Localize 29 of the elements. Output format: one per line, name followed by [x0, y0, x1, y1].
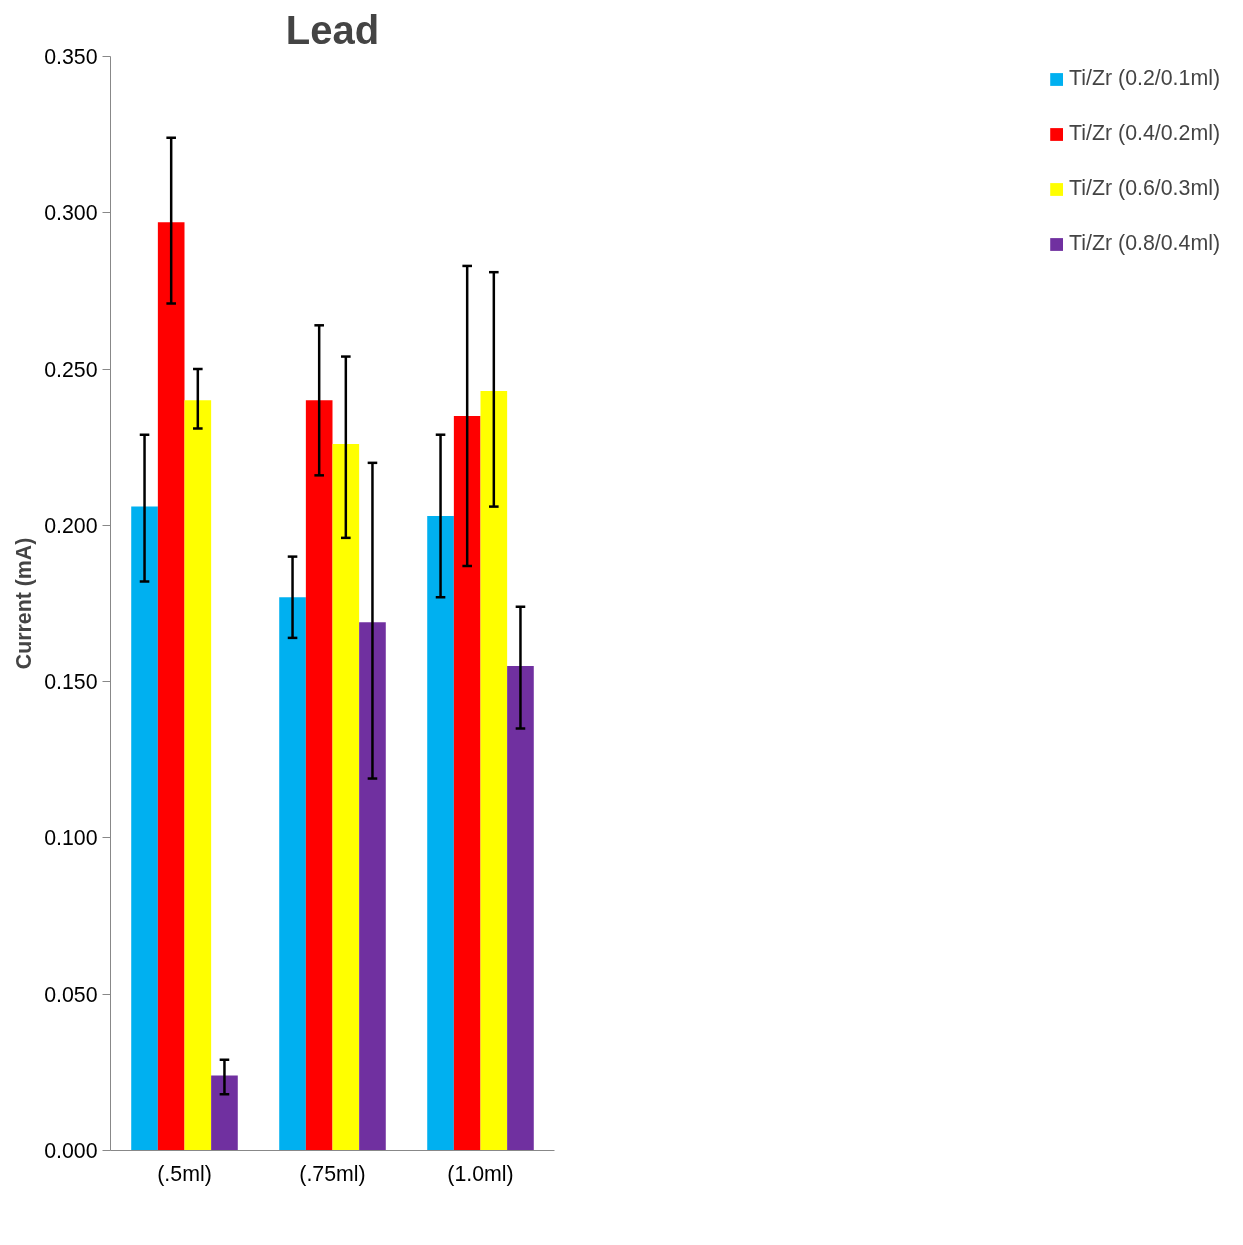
y-tick-label: 0.250 [44, 357, 98, 382]
legend-label: Ti/Zr (0.4/0.2ml) [1069, 121, 1220, 146]
legend-label: Ti/Zr (0.8/0.4ml) [1069, 231, 1220, 256]
y-tick-label: 0.100 [44, 826, 98, 851]
y-tick-label: 0.000 [44, 1139, 98, 1163]
bar [131, 506, 158, 1151]
bar [453, 415, 481, 1151]
bar [359, 622, 386, 1151]
bar [157, 222, 185, 1151]
y-axis-title: Current (mA) [12, 537, 37, 670]
legend-label: Ti/Zr (0.2/0.1ml) [1069, 66, 1220, 91]
x-tick-label: (1.0ml) [447, 1161, 514, 1186]
y-tick-label: 0.050 [44, 982, 98, 1007]
chart-title: Lead [285, 7, 380, 52]
bar [480, 390, 508, 1151]
bar [507, 666, 534, 1151]
y-tick-label: 0.350 [44, 45, 98, 69]
x-tick-label: (.5ml) [157, 1161, 212, 1186]
legend-label: Ti/Zr (0.6/0.3ml) [1069, 176, 1220, 201]
y-tick-label: 0.300 [44, 201, 98, 226]
bar [332, 444, 360, 1151]
x-tick-label: (.75ml) [299, 1161, 366, 1186]
bar [211, 1075, 238, 1151]
bar [305, 400, 333, 1151]
bar [279, 597, 306, 1151]
y-tick-label: 0.200 [44, 513, 98, 538]
bar [427, 515, 454, 1151]
bar [184, 400, 212, 1151]
y-tick-label: 0.150 [44, 670, 98, 695]
